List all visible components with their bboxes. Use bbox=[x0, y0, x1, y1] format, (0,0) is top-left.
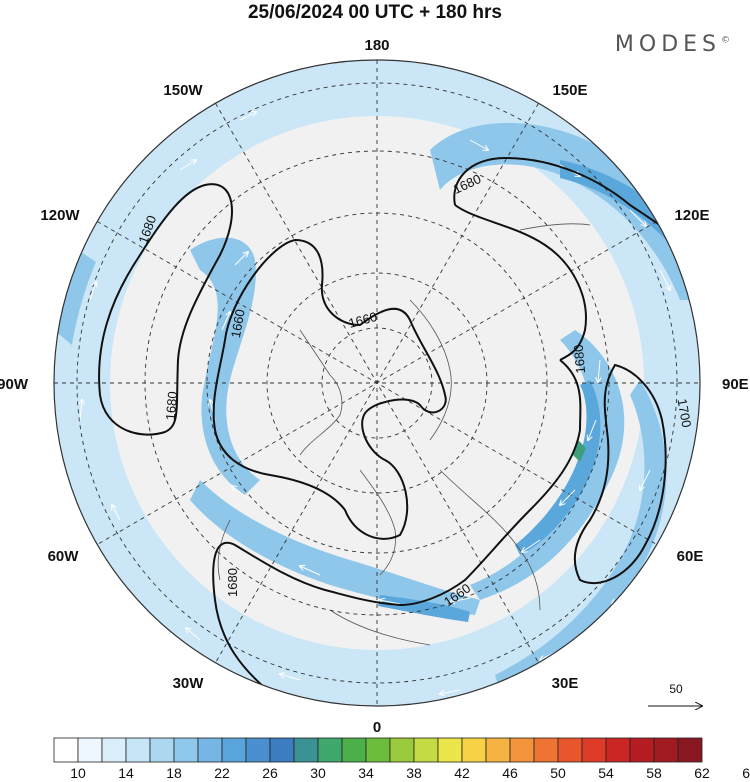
colorbar-swatch bbox=[317, 737, 343, 763]
colorbar-tick-label: 58 bbox=[646, 765, 662, 781]
lon-label-90e: 90E bbox=[722, 376, 749, 393]
contour-label-na-east: 1680 bbox=[163, 391, 180, 421]
colorbar-swatch bbox=[53, 737, 79, 763]
lon-label-30e: 30E bbox=[552, 675, 579, 692]
colorbar: 10141822263034384246505458626670 bbox=[53, 737, 750, 781]
colorbar-swatch bbox=[269, 737, 295, 763]
colorbar-tick-label: 30 bbox=[310, 765, 326, 781]
colorbar-tick-label: 22 bbox=[214, 765, 230, 781]
colorbar-swatch bbox=[221, 737, 247, 763]
wind-shade-na-jet bbox=[190, 237, 260, 495]
wind-vectors bbox=[80, 112, 670, 694]
lon-label-60e: 60E bbox=[677, 548, 704, 565]
wind-shade-pacific-core bbox=[560, 160, 690, 255]
lon-label-60w: 60W bbox=[48, 548, 80, 565]
lon-label-120e: 120E bbox=[674, 207, 709, 224]
colorbar-swatch bbox=[293, 737, 319, 763]
coastlines bbox=[217, 223, 591, 646]
colorbar-swatch bbox=[437, 737, 463, 763]
map-outline bbox=[53, 59, 701, 707]
colorbar-swatch bbox=[533, 737, 559, 763]
contour-label-hudson: 1660 bbox=[347, 309, 379, 331]
colorbar-swatch bbox=[125, 737, 151, 763]
colorbar-swatch bbox=[557, 737, 583, 763]
lon-label-30w: 30W bbox=[173, 675, 205, 692]
contour-label-siberia: 1680 bbox=[571, 344, 588, 374]
colorbar-swatch bbox=[173, 737, 199, 763]
colorbar-swatch bbox=[413, 737, 439, 763]
colorbar-swatch bbox=[77, 737, 103, 763]
lon-label-180: 180 bbox=[364, 37, 389, 54]
colorbar-swatch bbox=[389, 737, 415, 763]
contour-lines bbox=[98, 156, 700, 701]
wind-reference: 50 bbox=[648, 682, 702, 706]
colorbar-tick-label: 18 bbox=[166, 765, 182, 781]
map-disk: 1680 1680 1680 1660 1660 1680 1700 1660 … bbox=[54, 60, 700, 706]
graticule bbox=[54, 60, 700, 706]
colorbar-swatch bbox=[629, 737, 655, 763]
wind-shade-subtropical-se bbox=[495, 380, 667, 690]
colorbar-swatch bbox=[509, 737, 535, 763]
colorbar-swatch bbox=[341, 737, 367, 763]
colorbar-swatch bbox=[605, 737, 631, 763]
colorbar-tick-label: 10 bbox=[70, 765, 86, 781]
lon-label-120w: 120W bbox=[40, 207, 80, 224]
longitude-labels: 180 150E 120E 90E 60E 30E 0 30W 60W 90W … bbox=[0, 37, 749, 736]
colorbar-tick-label: 46 bbox=[502, 765, 518, 781]
colorbar-swatch bbox=[365, 737, 391, 763]
copyright-mark: © bbox=[721, 35, 730, 46]
colorbar-swatch bbox=[653, 737, 679, 763]
lon-label-150w: 150W bbox=[163, 82, 203, 99]
colorbar-tick-label: 34 bbox=[358, 765, 374, 781]
contour-label-arctic: 1660 bbox=[228, 308, 248, 339]
chart-title: 25/06/2024 00 UTC + 180 hrs bbox=[247, 2, 503, 23]
contour-label-atlantic: 1680 bbox=[225, 568, 240, 597]
colorbar-swatch bbox=[101, 737, 127, 763]
colorbar-tick-label: 54 bbox=[598, 765, 614, 781]
colorbar-swatch bbox=[581, 737, 607, 763]
colorbar-tick-label: 62 bbox=[694, 765, 710, 781]
colorbar-tick-label: 26 bbox=[262, 765, 278, 781]
colorbar-swatch bbox=[245, 737, 271, 763]
wind-shade-west-edge bbox=[54, 250, 96, 345]
wind-shade-asian-core bbox=[515, 380, 601, 555]
colorbar-swatch bbox=[461, 737, 487, 763]
wind-shading bbox=[54, 60, 700, 706]
lon-label-0: 0 bbox=[373, 719, 381, 736]
brand-name: MODES bbox=[614, 32, 721, 57]
colorbar-swatch bbox=[197, 737, 223, 763]
wind-shade-europe-core bbox=[378, 595, 470, 622]
colorbar-tick-label: 14 bbox=[118, 765, 134, 781]
colorbar-tick-label: 42 bbox=[454, 765, 470, 781]
wind-shade-atlantic bbox=[190, 480, 480, 615]
lon-label-150e: 150E bbox=[552, 82, 587, 99]
wind-reference-label: 50 bbox=[669, 682, 683, 696]
colorbar-tick-label: 66 bbox=[742, 765, 750, 781]
colorbar-tick-label: 50 bbox=[550, 765, 566, 781]
colorbar-swatch bbox=[149, 737, 175, 763]
contour-label-asia: 1700 bbox=[675, 398, 695, 429]
modes-logo: MODES© bbox=[615, 32, 730, 57]
colorbar-swatch bbox=[677, 737, 703, 763]
wind-shade-green-core bbox=[572, 440, 586, 462]
colorbar-swatch bbox=[485, 737, 511, 763]
lon-label-90w: 90W bbox=[0, 376, 29, 393]
colorbar-tick-label: 38 bbox=[406, 765, 422, 781]
